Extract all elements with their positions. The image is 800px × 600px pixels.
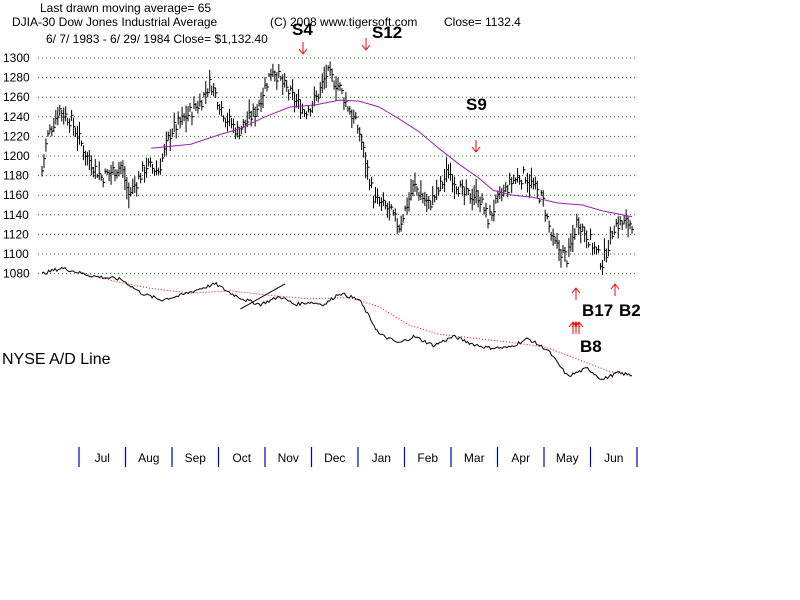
signal-label-b2: B2 — [619, 301, 641, 320]
month-label: Sep — [185, 451, 207, 465]
signal-arrow-s4 — [298, 42, 308, 55]
signal-label-s4: S4 — [292, 20, 313, 39]
month-label: Jan — [372, 451, 391, 465]
signal-label-b8: B8 — [580, 337, 602, 356]
y-tick-label: 1280 — [3, 71, 30, 85]
month-label: Apr — [511, 451, 530, 465]
y-tick-label: 1080 — [3, 267, 30, 281]
price-bars — [41, 61, 635, 276]
signal-label-s12: S12 — [372, 23, 402, 42]
month-label: Jul — [95, 451, 110, 465]
signal-arrow-s12 — [361, 38, 371, 51]
ad-line — [41, 266, 633, 381]
y-tick-label: 1180 — [3, 169, 29, 183]
moving-average-caption: Last drawn moving average= 65 — [40, 1, 211, 15]
chart-title: DJIA-30 Dow Jones Industrial Average — [12, 15, 218, 29]
month-label: Oct — [232, 451, 251, 465]
month-label: Jun — [604, 451, 623, 465]
close-value: Close= 1132.4 — [444, 15, 521, 29]
grid-lines — [38, 57, 638, 275]
signal-arrow-b17 — [571, 287, 581, 300]
ad-trendline — [240, 283, 286, 310]
month-label: Mar — [464, 451, 485, 465]
signal-arrow-b2 — [610, 283, 620, 296]
signal-arrow-s9 — [471, 140, 481, 153]
y-axis-ticks: 1080 1100 1120 1140 1160 1180 1200 1220 1240 1260… — [3, 51, 30, 281]
date-range: 6/ 7/ 1983 - 6/ 29/ 1984 Close= $1,132.4… — [46, 32, 268, 46]
month-label: May — [556, 451, 579, 465]
signal-arrow-b8-extra — [574, 321, 584, 334]
y-tick-label: 1200 — [3, 149, 30, 163]
y-tick-label: 1300 — [3, 51, 30, 65]
month-label: Dec — [324, 451, 345, 465]
y-tick-label: 1160 — [3, 188, 29, 202]
month-label: Feb — [417, 451, 438, 465]
ad-average-line — [81, 272, 633, 377]
ad-line-label: NYSE A/D Line — [2, 351, 111, 368]
signal-arrow-b8-extra — [568, 321, 578, 334]
y-tick-label: 1140 — [3, 208, 29, 222]
copyright: (C) 2008 www.tigersoft.com — [270, 15, 417, 29]
y-tick-label: 1120 — [3, 227, 29, 241]
y-tick-label: 1260 — [3, 90, 30, 104]
moving-average-line — [151, 99, 633, 218]
y-tick-label: 1240 — [3, 110, 30, 124]
month-axis: Jul Aug Sep Oct Nov Dec Jan Feb Mar Apr May Jun — [78, 447, 638, 467]
y-tick-label: 1100 — [3, 247, 29, 261]
signal-label-b17: B17 — [582, 301, 613, 320]
signal-label-s9: S9 — [466, 95, 487, 114]
month-label: Aug — [138, 451, 159, 465]
month-label: Nov — [278, 451, 299, 465]
signal-markers: S4 S12 S9 B17 B8 B2 — [240, 20, 641, 356]
y-tick-label: 1220 — [3, 129, 30, 143]
